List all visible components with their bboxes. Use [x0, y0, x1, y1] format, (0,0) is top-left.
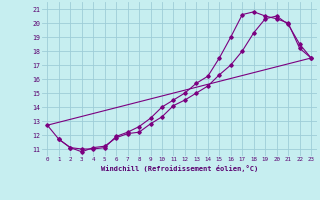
X-axis label: Windchill (Refroidissement éolien,°C): Windchill (Refroidissement éolien,°C)	[100, 165, 258, 172]
